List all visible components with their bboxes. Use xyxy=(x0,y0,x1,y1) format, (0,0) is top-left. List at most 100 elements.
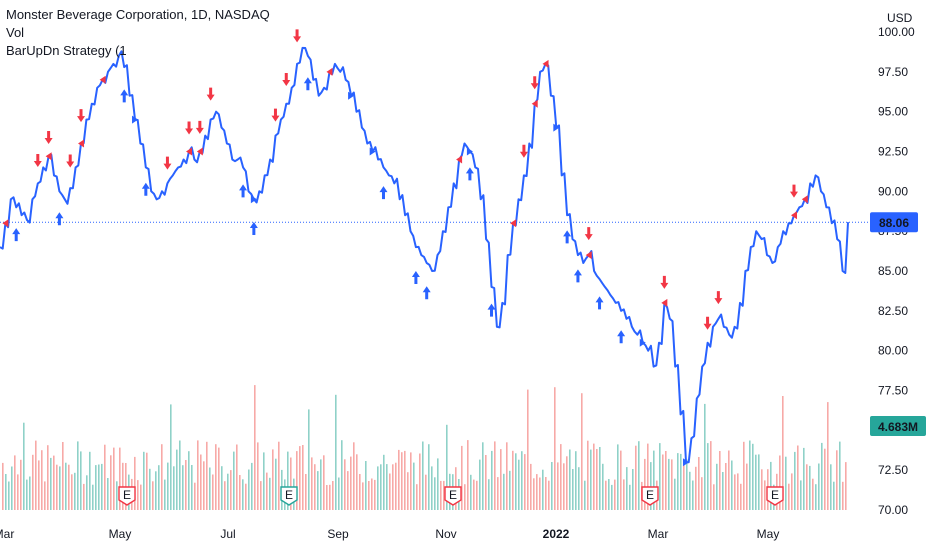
volume-bar xyxy=(563,463,565,510)
sell-arrow xyxy=(519,144,528,158)
earnings-badge xyxy=(766,486,784,506)
volume-bar xyxy=(839,441,841,510)
volume-bar xyxy=(473,479,475,510)
volume-bar xyxy=(599,447,601,510)
volume-bar xyxy=(191,465,193,510)
volume-bar xyxy=(200,454,202,510)
buy-arrow xyxy=(55,212,64,226)
volume-bar xyxy=(803,447,805,510)
volume-bar xyxy=(707,443,709,510)
volume-bar xyxy=(287,451,289,510)
volume-bar xyxy=(716,463,718,510)
entry-flag xyxy=(369,147,376,156)
volume-bar xyxy=(8,481,10,510)
volume-bar xyxy=(461,445,463,510)
volume-bar xyxy=(485,455,487,510)
volume-bar xyxy=(512,450,514,510)
volume-bar xyxy=(173,466,175,510)
price-axis[interactable]: USD100.0097.5095.0092.5090.0087.5085.008… xyxy=(868,0,932,550)
buy-arrow xyxy=(465,167,474,181)
volume-bar xyxy=(572,469,574,510)
time-tick-label: May xyxy=(757,527,780,541)
entry-flag xyxy=(99,75,106,84)
volume-bar xyxy=(38,460,40,510)
volume-bar xyxy=(494,441,496,510)
strategy-indicator-label[interactable]: BarUpDn Strategy (1 xyxy=(6,43,127,58)
volume-bar xyxy=(791,473,793,510)
volume-indicator-label[interactable]: Vol xyxy=(6,25,25,40)
volume-bar xyxy=(500,449,502,510)
volume-bar xyxy=(323,455,325,510)
entry-flag xyxy=(2,219,9,228)
volume-bar xyxy=(593,443,595,510)
sell-arrow xyxy=(66,154,75,168)
volume-bar xyxy=(98,464,100,510)
volume-badge xyxy=(870,416,926,436)
volume-bar xyxy=(626,467,628,510)
volume-bar xyxy=(665,451,667,510)
volume-bar xyxy=(356,454,358,510)
volume-bar xyxy=(17,474,19,510)
entry-flag xyxy=(639,338,646,347)
volume-bar xyxy=(713,484,715,510)
volume-bar xyxy=(32,454,34,510)
volume-bar xyxy=(140,484,142,510)
time-axis[interactable]: Mar May Jul Sep Nov 2022 Mar May xyxy=(0,518,932,550)
volume-bar xyxy=(110,455,112,510)
volume-bar xyxy=(518,459,520,510)
volume-bar xyxy=(704,403,706,510)
sell-arrow xyxy=(44,130,53,144)
volume-bar xyxy=(698,457,700,510)
earnings-label: E xyxy=(285,488,293,502)
entry-flag xyxy=(326,67,333,76)
volume-bar xyxy=(467,440,469,510)
volume-bar xyxy=(335,394,337,510)
volume-bar xyxy=(623,479,625,510)
volume-bar xyxy=(677,453,679,510)
volume-bar xyxy=(554,387,556,510)
volume-bar xyxy=(227,473,229,510)
entry-flag xyxy=(585,251,592,260)
earnings-label: E xyxy=(646,488,654,502)
entry-flag xyxy=(542,59,549,68)
volume-bar xyxy=(464,484,466,510)
volume-bar xyxy=(380,464,382,510)
volume-bar xyxy=(317,471,319,510)
volume-bar xyxy=(149,468,151,510)
volume-bar xyxy=(395,462,397,510)
price-tick-label: 100.00 xyxy=(878,25,915,39)
buy-arrow xyxy=(239,184,248,198)
volume-bar xyxy=(344,459,346,510)
volume-bar xyxy=(152,481,154,510)
volume-bar xyxy=(566,456,568,510)
volume-bar xyxy=(266,472,268,510)
earnings-badge xyxy=(118,486,136,506)
volume-bar xyxy=(635,445,637,510)
volume-bar xyxy=(80,451,82,510)
volume-bar xyxy=(11,466,13,510)
price-tick-label: 90.00 xyxy=(878,184,908,198)
entry-flag xyxy=(132,115,139,124)
sell-arrow xyxy=(33,153,42,167)
volume-bar xyxy=(782,396,784,510)
volume-bar xyxy=(725,463,727,510)
entry-flag xyxy=(801,195,808,204)
volume-bar xyxy=(620,450,622,510)
volume-bar xyxy=(584,480,586,510)
volume-bar xyxy=(689,471,691,510)
earnings-label: E xyxy=(123,488,131,502)
volume-bar xyxy=(785,456,787,510)
volume-bar xyxy=(662,454,664,510)
symbol-title[interactable]: Monster Beverage Corporation, 1D, NASDAQ xyxy=(6,7,270,22)
volume-bar xyxy=(236,444,238,510)
volume-bar xyxy=(68,464,70,510)
volume-bar xyxy=(143,451,145,510)
volume-bar xyxy=(182,465,184,510)
volume-bar xyxy=(44,481,46,510)
volume-bar xyxy=(653,450,655,510)
buy-arrow xyxy=(303,77,312,91)
volume-bar xyxy=(695,466,697,510)
buy-arrow xyxy=(422,286,431,300)
